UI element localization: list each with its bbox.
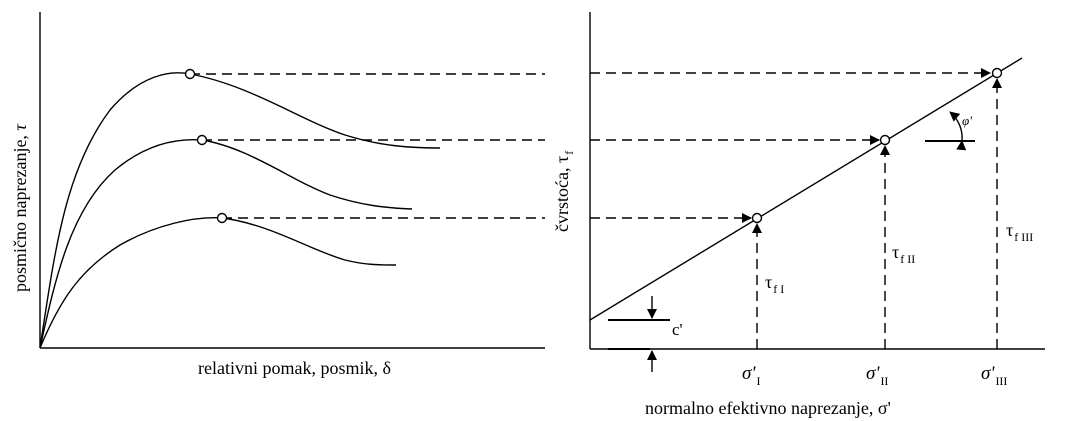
failure-envelope-line bbox=[589, 57, 1023, 321]
right-x-axis-label: normalno efektivno naprezanje, σ' bbox=[645, 398, 891, 418]
right-y-axis-label: čvrstoća, τf bbox=[552, 150, 576, 232]
left-y-axis-symbol: τ bbox=[10, 124, 30, 131]
stress-strain-curve-low bbox=[39, 217, 397, 349]
sigma-III-label: σ'III bbox=[981, 363, 1008, 388]
sigma-I-label: σ'I bbox=[742, 363, 761, 388]
stress-strain-curve-mid bbox=[39, 138, 413, 349]
left-x-axis-label: relativni pomak, posmik, δ bbox=[198, 358, 391, 378]
right-y-axis-subscript: f bbox=[562, 150, 576, 155]
tau-f-II-label: τf II bbox=[892, 242, 916, 266]
right-y-axis-label-text: čvrstoća, bbox=[552, 167, 572, 232]
stress-strain-curve-high bbox=[39, 72, 441, 349]
left-y-axis-label-text: posmično naprezanje, bbox=[10, 135, 30, 292]
left-plot bbox=[39, 12, 545, 349]
sigma-II-label: σ'II bbox=[866, 363, 889, 388]
tau-f-I-label: τf I bbox=[765, 272, 785, 296]
peak-point-low bbox=[216, 212, 228, 224]
failure-point-II bbox=[879, 134, 891, 146]
right-y-axis-symbol: τ bbox=[552, 155, 572, 164]
tau-f-III-label: τf III bbox=[1006, 220, 1034, 244]
angle-label: φ' bbox=[962, 113, 972, 128]
left-y-axis-label: posmično naprezanje, τ bbox=[10, 124, 31, 292]
peak-point-mid bbox=[196, 134, 208, 146]
cohesion-label: c' bbox=[672, 320, 683, 339]
failure-point-III bbox=[991, 67, 1003, 79]
angle-arc bbox=[949, 111, 967, 151]
right-plot bbox=[589, 12, 1045, 372]
failure-point-I bbox=[751, 212, 763, 224]
peak-point-high bbox=[184, 68, 196, 80]
